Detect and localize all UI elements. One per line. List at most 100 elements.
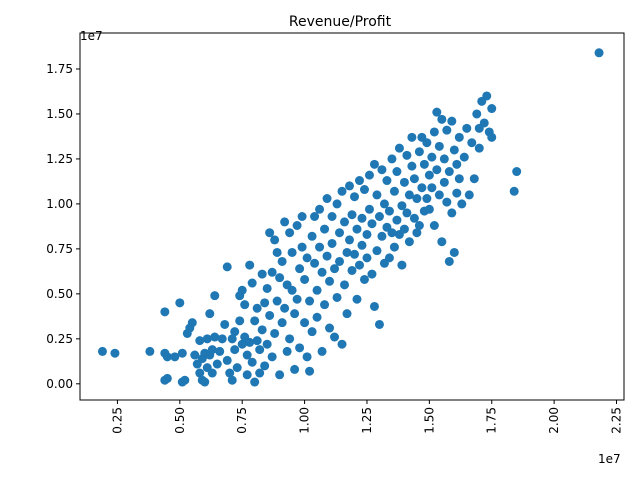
data-point: [312, 312, 322, 322]
data-point: [354, 260, 364, 270]
data-point: [205, 309, 215, 319]
data-point: [227, 334, 237, 344]
data-point: [302, 253, 312, 263]
data-point: [230, 327, 240, 337]
data-point: [367, 269, 377, 279]
data-point: [364, 170, 374, 180]
data-point: [417, 183, 427, 193]
data-point: [429, 221, 439, 230]
data-point: [419, 159, 429, 169]
data-point: [187, 318, 197, 328]
data-point: [347, 210, 357, 220]
data-point: [330, 264, 340, 274]
data-point: [285, 228, 295, 238]
data-point: [337, 339, 347, 349]
data-point: [242, 350, 252, 360]
data-point: [210, 332, 220, 342]
data-point: [317, 346, 327, 356]
data-point: [267, 267, 277, 277]
data-point: [295, 343, 305, 353]
data-point: [287, 285, 297, 295]
data-point: [512, 167, 522, 177]
data-point: [350, 192, 359, 202]
data-point: [487, 132, 497, 142]
data-point: [180, 375, 190, 385]
data-point: [325, 323, 335, 333]
data-point: [222, 262, 232, 272]
data-point: [260, 361, 270, 371]
data-point: [372, 246, 382, 256]
data-point: [222, 355, 232, 365]
data-point: [479, 118, 489, 128]
chart-title: Revenue/Profit: [289, 14, 392, 30]
data-point: [474, 143, 484, 153]
data-point: [257, 325, 267, 335]
data-point: [245, 260, 255, 270]
y-tick-label: 1.25: [46, 152, 73, 166]
data-point: [175, 298, 185, 308]
data-point: [374, 212, 384, 221]
x-tick-label: 0.75: [235, 407, 249, 434]
data-point: [262, 339, 272, 349]
data-point: [392, 215, 402, 225]
data-point: [247, 357, 257, 367]
data-point: [305, 366, 315, 376]
data-point: [320, 300, 330, 310]
data-point: [300, 318, 310, 328]
x-axis-offset-label: 1e7: [598, 452, 621, 466]
data-point: [290, 309, 300, 319]
data-point: [427, 183, 437, 193]
data-point: [459, 152, 469, 162]
data-point: [320, 224, 330, 234]
data-point: [160, 375, 170, 385]
data-point: [292, 294, 302, 304]
data-point: [452, 159, 462, 169]
data-point: [290, 364, 300, 374]
data-point: [237, 339, 247, 349]
data-point: [439, 154, 449, 164]
data-point: [272, 296, 282, 306]
y-tick-label: 0.50: [46, 287, 73, 301]
data-point: [332, 292, 342, 302]
data-point: [389, 242, 399, 252]
data-point: [354, 176, 364, 186]
data-point: [297, 242, 307, 252]
data-point: [317, 267, 327, 277]
y-tick-label: 0.25: [46, 332, 73, 346]
data-point: [434, 141, 444, 151]
data-point: [217, 334, 227, 344]
data-point: [384, 253, 394, 263]
data-point: [447, 116, 457, 126]
data-point: [357, 213, 367, 223]
ticks-layer: 0.25 0.50 0.75 1.00 1.25 1.50 1.75 2.00 2.25 0.00…: [46, 62, 623, 434]
data-point: [359, 274, 369, 284]
data-point: [250, 316, 260, 326]
y-axis-offset-label: 1e7: [80, 29, 103, 43]
data-point: [389, 186, 399, 196]
data-point: [404, 237, 414, 247]
data-point: [409, 213, 419, 223]
data-point: [449, 247, 459, 257]
data-point: [315, 204, 325, 214]
data-point: [230, 345, 240, 355]
data-point: [369, 159, 379, 169]
data-point: [509, 186, 519, 196]
x-tick-label: 0.50: [173, 407, 187, 434]
data-point: [364, 204, 374, 214]
data-point: [225, 368, 235, 378]
data-point: [392, 167, 402, 177]
data-point: [345, 181, 354, 191]
y-tick-label: 0.00: [46, 377, 73, 391]
data-point: [342, 247, 352, 257]
data-point: [369, 301, 379, 311]
data-point: [322, 194, 332, 204]
data-point: [190, 350, 200, 360]
data-point: [357, 240, 367, 250]
data-point: [335, 228, 345, 238]
data-point: [232, 363, 242, 373]
data-point: [195, 336, 205, 346]
data-point: [200, 377, 210, 387]
data-point: [442, 125, 452, 135]
data-point: [300, 274, 310, 284]
x-tick-label: 1.25: [360, 407, 374, 434]
